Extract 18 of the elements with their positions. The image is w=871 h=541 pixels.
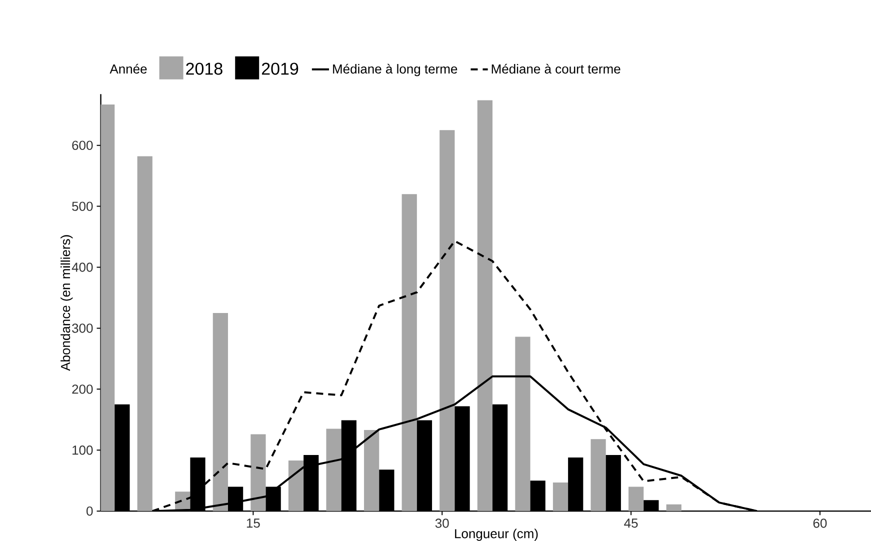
y-tick-label: 500 [72, 202, 93, 211]
y-tick-label: 300 [72, 324, 93, 333]
x-tick-label: 60 [813, 518, 827, 528]
legend-label: 2019 [262, 62, 298, 75]
y-tick-label: 600 [72, 140, 93, 150]
x-tick-label: 15 [246, 518, 260, 528]
legend-title: Année [110, 64, 147, 74]
legend-label: Médiane à long terme [333, 64, 458, 76]
x-axis-title: Longueur (cm) [455, 528, 538, 541]
x-tick-label: 30 [435, 518, 449, 528]
y-tick-label: 0 [86, 506, 93, 516]
legend-label: Médiane à court terme [492, 64, 620, 74]
y-axis-title: Abondance (en milliers) [60, 235, 73, 371]
y-tick-label: 200 [72, 384, 93, 394]
x-tick-label: 45 [624, 518, 638, 528]
y-tick-label: 400 [72, 262, 93, 272]
y-tick-label: 100 [72, 446, 93, 455]
legend-label: 2018 [186, 62, 222, 75]
